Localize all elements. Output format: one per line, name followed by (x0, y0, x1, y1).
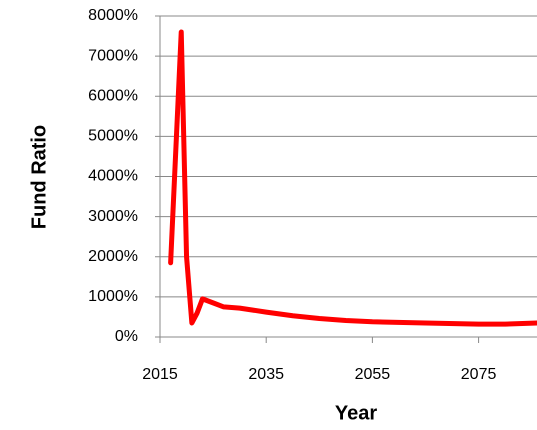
y-tick-label: 1000% (88, 288, 138, 305)
x-axis-title: Year (335, 402, 377, 424)
y-tick-label: 7000% (88, 47, 138, 64)
data-line (168, 29, 537, 327)
y-tick-label: 4000% (88, 168, 138, 185)
x-tick-label: 2055 (355, 366, 391, 383)
y-tick-label: 3000% (88, 208, 138, 225)
x-tick-label: 2015 (142, 366, 178, 383)
y-tick-label: 2000% (88, 248, 138, 265)
y-tick-label: 0% (115, 328, 138, 345)
y-tick-label: 6000% (88, 87, 138, 104)
y-tick-label: 5000% (88, 128, 138, 145)
x-tick-label: 2035 (248, 366, 284, 383)
x-tick-label: 2075 (461, 366, 497, 383)
y-axis-title: Fund Ratio (28, 125, 50, 229)
y-tick-label: 8000% (88, 7, 138, 24)
